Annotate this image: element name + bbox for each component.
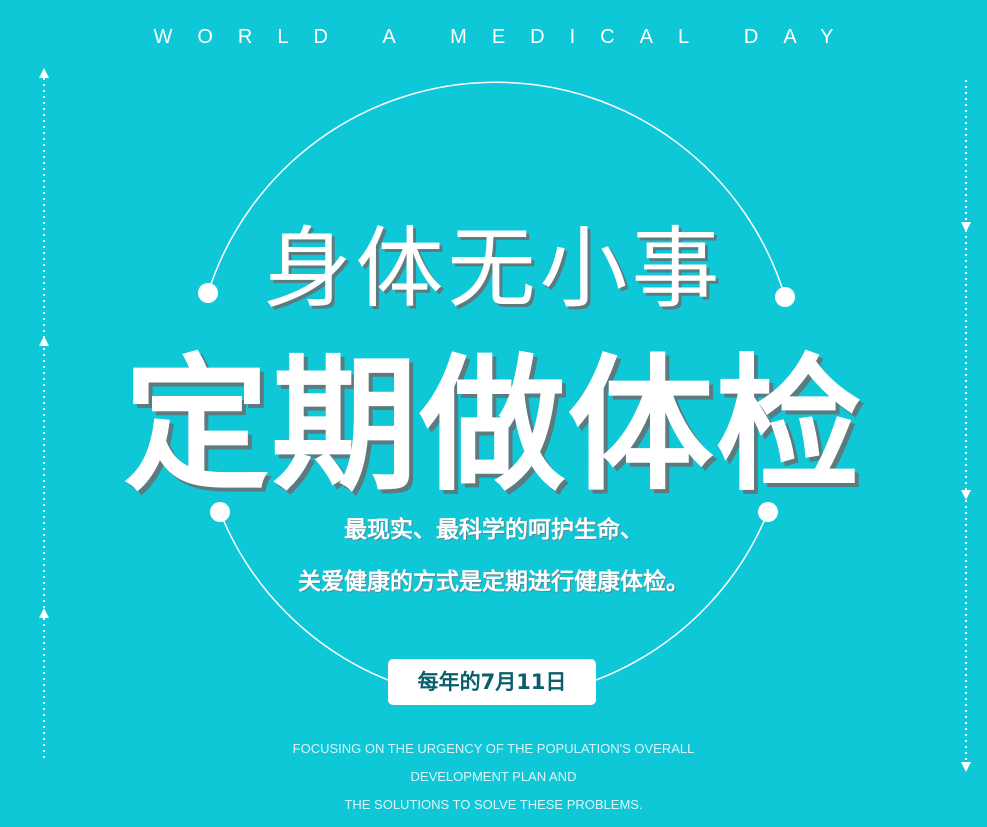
circle-arc: [219, 511, 389, 681]
title: 身体无小事: [263, 217, 724, 320]
subtitle: 最现实、最科学的呵护生命、: [344, 517, 643, 543]
dot: [198, 283, 218, 303]
dot: [775, 287, 795, 307]
arrow: [39, 336, 49, 346]
arrow: [961, 222, 971, 232]
dot: [210, 502, 230, 522]
footer-text: DEVELOPMENT PLAN AND: [410, 769, 577, 784]
arrow: [39, 68, 49, 78]
date-badge: 每年的7月11日: [388, 659, 596, 705]
footer-text: FOCUSING ON THE URGENCY OF THE POPULATIO…: [292, 741, 695, 756]
arrow: [39, 608, 49, 618]
dot: [758, 502, 778, 522]
header: WORLD A MEDICAL DAY: [153, 26, 859, 48]
circle-arc: [595, 511, 769, 681]
arrow: [961, 762, 971, 772]
circle-arc: [207, 81, 786, 298]
footer-text: THE SOLUTIONS TO SOLVE THESE PROBLEMS.: [344, 797, 643, 812]
headline: 定期做体检: [123, 341, 864, 511]
subtitle: 关爱健康的方式是定期进行健康体检。: [298, 569, 689, 595]
arrow: [961, 490, 971, 500]
